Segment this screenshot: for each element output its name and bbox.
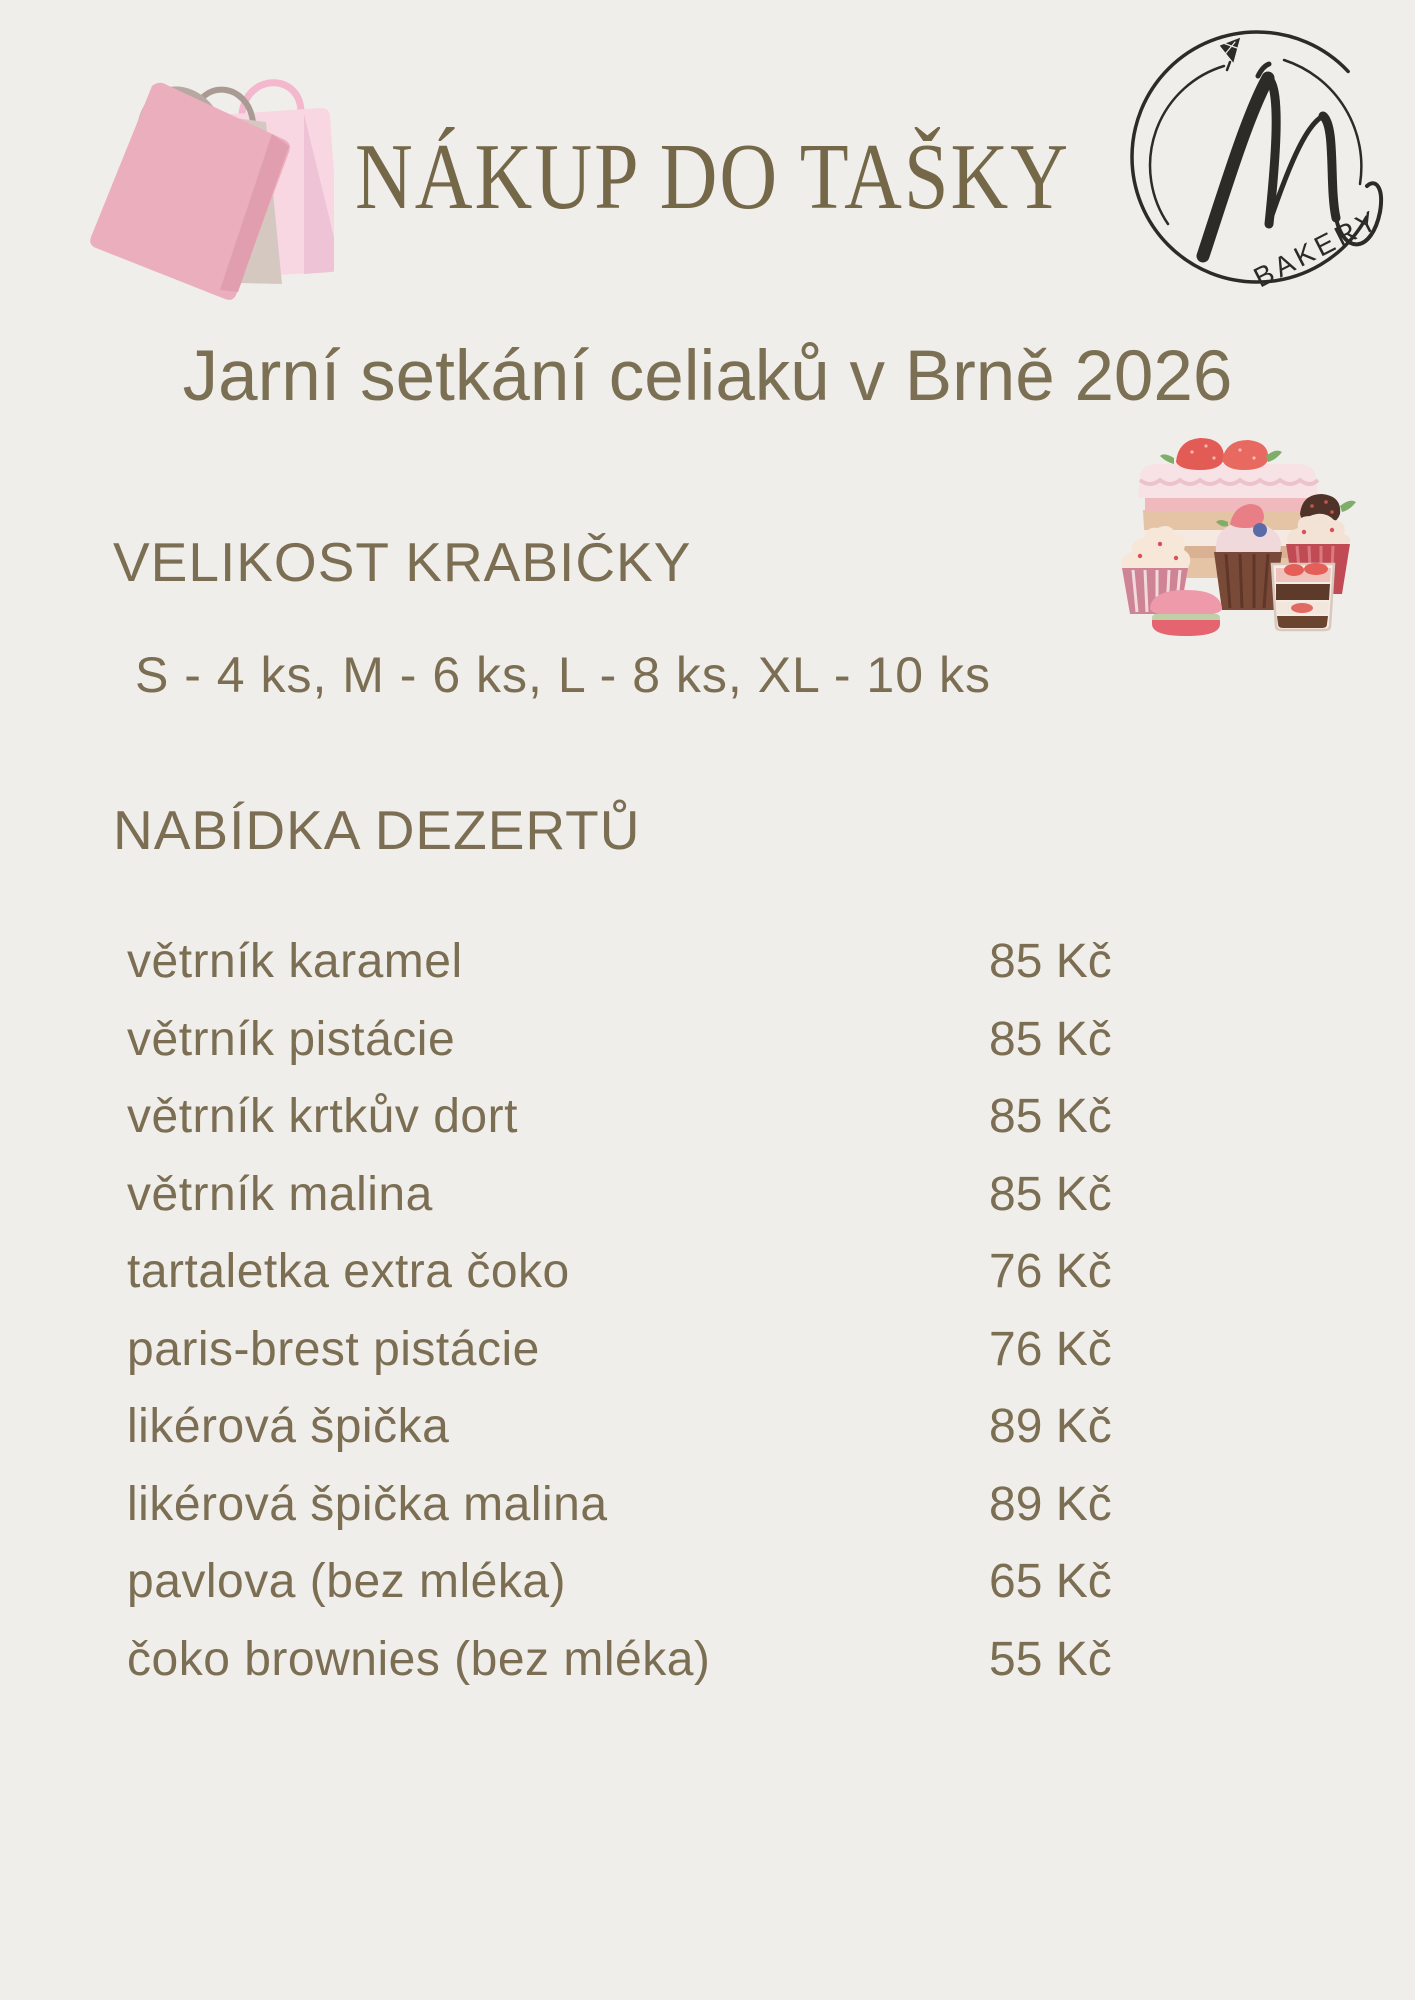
item-name: větrník karamel bbox=[127, 935, 463, 989]
menu-item-row: větrník karamel 85 Kč bbox=[127, 923, 1149, 1001]
event-subtitle: Jarní setkání celiaků v Brně 2026 bbox=[182, 337, 1233, 416]
item-name: větrník pistácie bbox=[127, 1012, 456, 1066]
item-price: 85 Kč bbox=[989, 1012, 1112, 1066]
shopping-bags-icon bbox=[52, 32, 334, 310]
item-name: likérová špička malina bbox=[127, 1477, 608, 1531]
item-name: větrník krtkův dort bbox=[127, 1090, 518, 1144]
item-name: pavlova (bez mléka) bbox=[127, 1555, 567, 1609]
item-price: 85 Kč bbox=[989, 1090, 1112, 1144]
item-price: 65 Kč bbox=[989, 1555, 1112, 1609]
item-price: 89 Kč bbox=[989, 1400, 1112, 1454]
box-sizes-text: S - 4 ks, M - 6 ks, L - 8 ks, XL - 10 ks bbox=[135, 647, 991, 703]
bakery-logo: BAKERY bbox=[1108, 26, 1406, 294]
menu-item-row: větrník krtkův dort 85 Kč bbox=[127, 1078, 1149, 1156]
desserts-heading: NABÍDKA DEZERTŮ bbox=[113, 799, 641, 861]
item-price: 76 Kč bbox=[989, 1245, 1112, 1299]
menu-item-row: čoko brownies (bez mléka) 55 Kč bbox=[127, 1621, 1149, 1699]
item-name: paris-brest pistácie bbox=[127, 1322, 540, 1376]
desserts-illustration bbox=[1088, 418, 1376, 656]
dessert-menu: větrník karamel 85 Kč větrník pistácie 85 K… bbox=[127, 923, 1149, 1698]
item-name: tartaletka extra čoko bbox=[127, 1245, 570, 1299]
page-title: NÁKUP DO TAŠKY bbox=[355, 125, 1070, 230]
item-name: čoko brownies (bez mléka) bbox=[127, 1632, 711, 1686]
item-name: větrník malina bbox=[127, 1167, 433, 1221]
item-price: 85 Kč bbox=[989, 935, 1112, 989]
item-name: likérová špička bbox=[127, 1400, 450, 1454]
menu-item-row: paris-brest pistácie 76 Kč bbox=[127, 1311, 1149, 1389]
menu-item-row: pavlova (bez mléka) 65 Kč bbox=[127, 1543, 1149, 1621]
item-price: 85 Kč bbox=[989, 1167, 1112, 1221]
item-price: 55 Kč bbox=[989, 1632, 1112, 1686]
menu-item-row: likérová špička malina 89 Kč bbox=[127, 1466, 1149, 1544]
menu-item-row: tartaletka extra čoko 76 Kč bbox=[127, 1233, 1149, 1311]
menu-item-row: větrník pistácie 85 Kč bbox=[127, 1001, 1149, 1079]
menu-item-row: větrník malina 85 Kč bbox=[127, 1156, 1149, 1234]
menu-item-row: likérová špička 89 Kč bbox=[127, 1388, 1149, 1466]
item-price: 89 Kč bbox=[989, 1477, 1112, 1531]
item-price: 76 Kč bbox=[989, 1322, 1112, 1376]
box-size-heading: VELIKOST KRABIČKY bbox=[113, 531, 692, 593]
